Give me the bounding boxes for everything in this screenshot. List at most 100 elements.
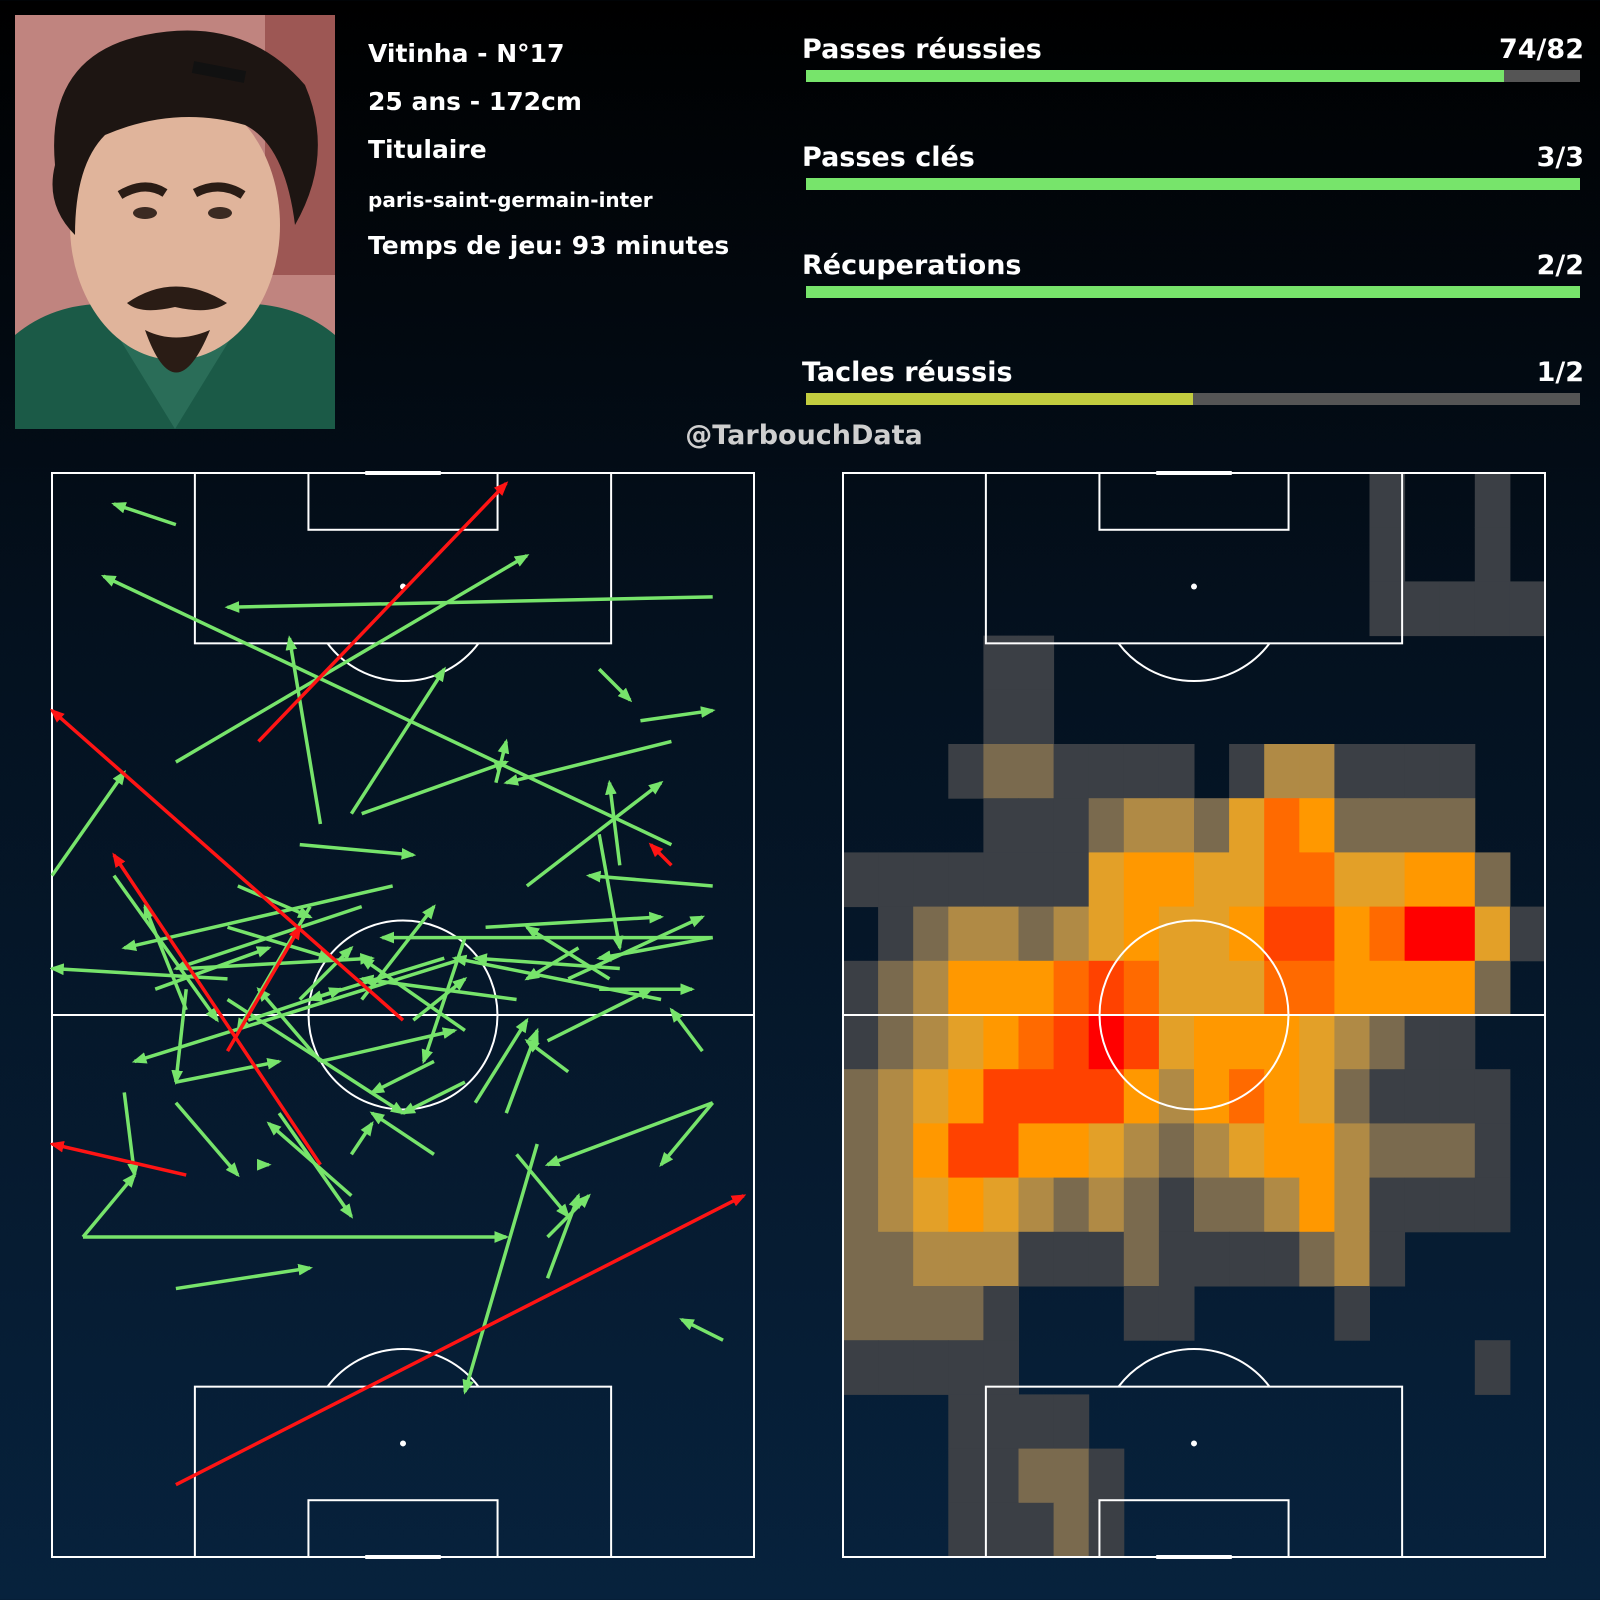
pass-arrow-success [546,1193,591,1239]
heatmap-cell [983,1123,1019,1179]
heatmap-cell [1158,1015,1195,1070]
heatmap-cell [1229,744,1265,799]
stat-progress-fill [806,178,1580,190]
stat-progress-fill [806,286,1580,298]
heatmap-cell [1088,1448,1125,1504]
pass-arrows [50,481,747,1487]
heatmap-cell [1123,960,1160,1016]
heatmap-cell [1369,1177,1406,1233]
heatmap-cell [1229,1069,1265,1124]
pass-arrow-success [640,706,716,723]
stat-progress-track [806,178,1580,190]
heatmap-cell [1299,1231,1335,1287]
heatmap-cell [1229,852,1265,908]
pass-arrow-success [349,1120,374,1156]
heatmap-cell [1474,527,1511,582]
heatmap-cell [1334,1015,1370,1070]
heatmap-cell [1158,906,1195,962]
stat-label: Passes clés [802,142,975,173]
heatmap-cell [1158,1069,1195,1124]
pass-arrow-success [299,842,417,860]
heatmap-cell [1299,1177,1335,1233]
heatmap-cell [983,1231,1019,1287]
heatmap-cell [1088,1069,1125,1124]
heatmap-cell [1053,1502,1090,1558]
heatmap-cell [1088,1015,1125,1070]
heatmap-cell [1123,906,1160,962]
pass-arrow-success [256,986,322,1063]
player-age-height: 25 ans - 172cm [368,87,582,116]
pass-arrow-success [175,1057,283,1084]
heatmap-cell [948,1015,984,1070]
heatmap-cell [1229,1015,1265,1070]
heatmap-cell [1474,906,1511,962]
heatmap-cell [1229,1231,1265,1287]
heatmap-cell [1474,473,1511,528]
heatmap-cell [1088,798,1125,853]
penalty-spot-top [1191,583,1197,590]
heatmap-cell [983,906,1019,962]
heatmap-cell [1404,798,1441,853]
pass-arrow-success [111,502,177,527]
pass-arrow-success [369,1059,435,1094]
pass-arrow-success [485,911,665,929]
pass-arrow-failed [50,708,405,1022]
heatmap-cell [1299,906,1335,962]
heatmap-cell [913,960,949,1016]
heatmap-cell [1439,1069,1476,1124]
heatmap-cell [1018,1448,1055,1504]
heatmap-cell [1334,1177,1370,1233]
pass-arrow-success [524,1039,570,1074]
player-playing-time: Temps de jeu: 93 minutes [368,231,730,260]
heatmap-cell [1439,960,1476,1016]
pass-arrow-success [473,1017,529,1104]
pass-arrow-success [143,903,188,1011]
heatmap-cell [1509,581,1546,637]
pass-arrow-success [669,1007,704,1053]
heatmap-cell [1123,852,1160,908]
heatmap-cell [1053,960,1090,1016]
pass-arrow-success [585,870,713,888]
six-yard-box-bottom [1098,1499,1290,1558]
penalty-arc-top [326,642,480,683]
heatmap-cell [913,906,949,962]
heatmap-cell [1439,798,1476,853]
heatmap-cell [1194,1231,1230,1287]
heatmap-cell [1053,1231,1090,1287]
player-name-number: Vitinha - N°17 [368,39,565,68]
heatmap-cell [1334,1123,1370,1179]
heatmap-cell [1123,1286,1160,1341]
heatmap-cell [948,1394,984,1450]
stat-value: 74/82 [1498,34,1584,65]
watermark: @TarbouchData [685,420,923,451]
stat-progress-track [806,70,1580,82]
heatmap-cell [1334,960,1370,1016]
heatmap-cell [1369,852,1406,908]
stat-progress-fill [806,70,1505,82]
heatmap-cell [1158,1177,1195,1233]
heatmap-cell [1018,1231,1055,1287]
heatmap-cell [1018,1015,1055,1070]
heatmap-cell [1369,473,1406,528]
stat-label: Passes réussies [802,34,1042,65]
pass-arrow-success [515,1153,571,1219]
heatmap-cell [1439,1015,1476,1070]
heatmap-cell [1053,1015,1090,1070]
heatmap-cell [948,1123,984,1179]
heatmap-cell [1334,852,1370,908]
heatmap-cell [983,744,1019,799]
heatmap-cell [1123,744,1160,799]
heatmap-cell [1123,798,1160,853]
heatmap-cell [1264,1231,1300,1287]
heatmap-cell [1299,852,1335,908]
pass-arrow-success [605,779,622,866]
heatmap-cell [1334,744,1370,799]
heatmap-cell [1474,1123,1511,1179]
penalty-arc-top [1117,642,1271,683]
heatmap-cell [1334,906,1370,962]
heatmap-cell [1053,798,1090,853]
stat-progress-fill [806,393,1193,405]
penalty-box-top [984,472,1404,645]
stat-label: Récuperations [802,250,1022,281]
stat-recuperations: Récuperations 2/2 [802,250,1584,320]
